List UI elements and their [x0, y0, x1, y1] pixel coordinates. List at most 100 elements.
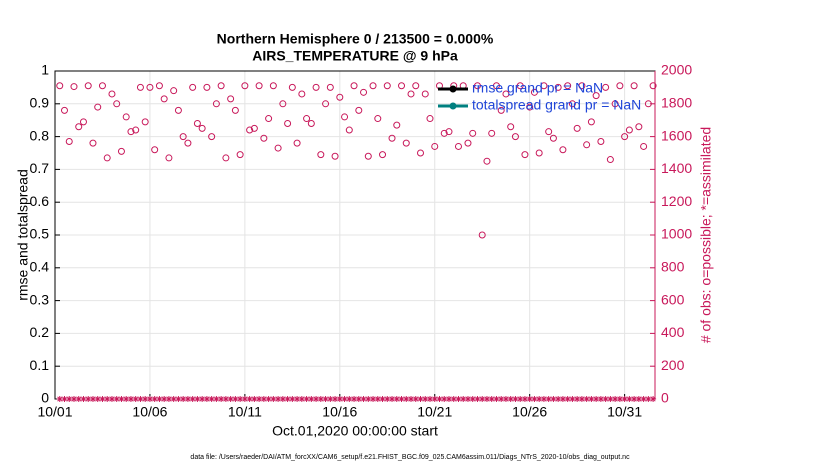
- possible-obs-marker: [127, 128, 135, 136]
- assimilated-obs-marker: [536, 396, 543, 402]
- assimilated-obs-marker: [621, 396, 628, 402]
- possible-obs-marker: [483, 157, 491, 165]
- possible-obs-marker: [398, 82, 406, 90]
- assimilated-obs-marker: [593, 396, 600, 402]
- assimilated-obs-marker: [588, 396, 595, 402]
- y2-tick-label: 0: [661, 390, 669, 406]
- legend-label: totalspread grand pr = NaN: [472, 97, 641, 113]
- possible-obs-marker: [530, 88, 538, 96]
- y-axis-label: rmse and totalspread: [15, 169, 31, 301]
- possible-obs-marker: [564, 82, 572, 90]
- assimilated-obs-marker: [275, 396, 282, 402]
- possible-obs-marker: [469, 129, 477, 137]
- assimilated-obs-marker: [94, 396, 101, 402]
- possible-obs-marker: [284, 119, 292, 127]
- assimilated-obs-marker: [555, 396, 562, 402]
- assimilated-obs-marker: [89, 396, 96, 402]
- chart-subtitle: AIRS_TEMPERATURE @ 9 hPa: [252, 48, 458, 64]
- possible-obs-marker: [417, 149, 425, 157]
- assimilated-obs-marker: [379, 396, 386, 402]
- assimilated-obs-marker: [199, 396, 206, 402]
- chart-title: Northern Hemisphere 0 / 213500 = 0.000%: [217, 31, 494, 47]
- assimilated-obs-marker: [165, 396, 172, 402]
- possible-obs-marker: [568, 100, 576, 108]
- assimilated-obs-marker: [559, 396, 566, 402]
- assimilated-obs-marker: [455, 396, 462, 402]
- assimilated-obs-marker: [265, 396, 272, 402]
- possible-obs-marker: [345, 126, 353, 134]
- assimilated-obs-marker: [222, 396, 229, 402]
- possible-obs-marker: [644, 100, 652, 108]
- possible-obs-marker: [393, 121, 401, 129]
- assimilated-obs-marker: [246, 396, 253, 402]
- assimilated-obs-marker: [631, 396, 638, 402]
- possible-obs-marker: [122, 113, 130, 121]
- possible-obs-marker: [317, 151, 325, 159]
- assimilated-obs-marker: [431, 396, 438, 402]
- possible-obs-marker: [94, 103, 102, 111]
- y2-tick-label: 600: [661, 291, 685, 307]
- assimilated-obs-marker: [127, 396, 134, 402]
- possible-obs-marker: [341, 113, 349, 121]
- possible-obs-marker: [606, 156, 614, 164]
- possible-obs-marker: [421, 90, 429, 98]
- x-tick-label: 10/31: [607, 404, 642, 420]
- y2-tick-label: 800: [661, 259, 685, 275]
- assimilated-obs-marker: [284, 396, 291, 402]
- possible-obs-marker: [621, 133, 629, 141]
- assimilated-obs-marker: [365, 396, 372, 402]
- possible-obs-marker: [492, 82, 500, 90]
- assimilated-obs-marker: [156, 396, 163, 402]
- possible-obs-marker: [635, 123, 643, 131]
- possible-obs-marker: [203, 83, 211, 91]
- possible-obs-marker: [545, 128, 553, 136]
- assimilated-obs-marker: [460, 396, 467, 402]
- possible-obs-marker: [56, 82, 64, 90]
- assimilated-obs-marker: [389, 396, 396, 402]
- assimilated-obs-marker: [602, 396, 609, 402]
- possible-obs-marker: [89, 139, 97, 147]
- possible-obs-marker: [307, 119, 315, 127]
- possible-obs-marker: [559, 146, 567, 154]
- assimilated-obs-marker: [564, 396, 571, 402]
- possible-obs-marker: [274, 144, 282, 152]
- assimilated-obs-marker: [237, 396, 244, 402]
- possible-obs-marker: [350, 82, 358, 90]
- x-axis-label: Oct.01,2020 00:00:00 start: [272, 423, 438, 439]
- assimilated-obs-marker: [569, 396, 576, 402]
- possible-obs-marker: [132, 126, 140, 134]
- assimilated-obs-marker: [99, 396, 106, 402]
- possible-obs-marker: [174, 106, 182, 114]
- possible-obs-marker: [369, 82, 377, 90]
- legend-marker: [449, 85, 457, 93]
- possible-obs-marker: [136, 83, 144, 91]
- assimilated-obs-marker: [526, 396, 533, 402]
- possible-obs-marker: [440, 129, 448, 137]
- assimilated-obs-marker: [118, 396, 125, 402]
- assimilated-obs-marker: [61, 396, 68, 402]
- possible-obs-marker: [265, 115, 273, 123]
- possible-obs-marker: [583, 141, 591, 149]
- possible-obs-marker: [602, 83, 610, 91]
- possible-obs-marker: [488, 129, 496, 137]
- possible-obs-marker: [184, 139, 192, 147]
- possible-obs-marker: [198, 124, 206, 132]
- possible-obs-marker: [611, 100, 619, 108]
- possible-obs-marker: [473, 82, 481, 90]
- assimilated-obs-marker: [427, 396, 433, 402]
- possible-obs-marker: [103, 154, 111, 162]
- possible-obs-marker: [464, 139, 472, 147]
- assimilated-obs-marker: [151, 396, 158, 402]
- y2-tick-label: 400: [661, 324, 685, 340]
- possible-obs-marker: [388, 134, 396, 142]
- assimilated-obs-marker: [227, 396, 234, 402]
- assimilated-obs-marker: [327, 396, 334, 402]
- assimilated-obs-marker: [313, 396, 320, 402]
- assimilated-obs-marker: [189, 396, 196, 402]
- assimilated-obs-marker: [597, 396, 604, 402]
- possible-obs-marker: [141, 118, 149, 126]
- possible-obs-marker: [231, 106, 239, 114]
- possible-obs-marker: [303, 115, 311, 123]
- y2-tick-label: 2000: [661, 62, 692, 78]
- possible-obs-marker: [412, 82, 420, 90]
